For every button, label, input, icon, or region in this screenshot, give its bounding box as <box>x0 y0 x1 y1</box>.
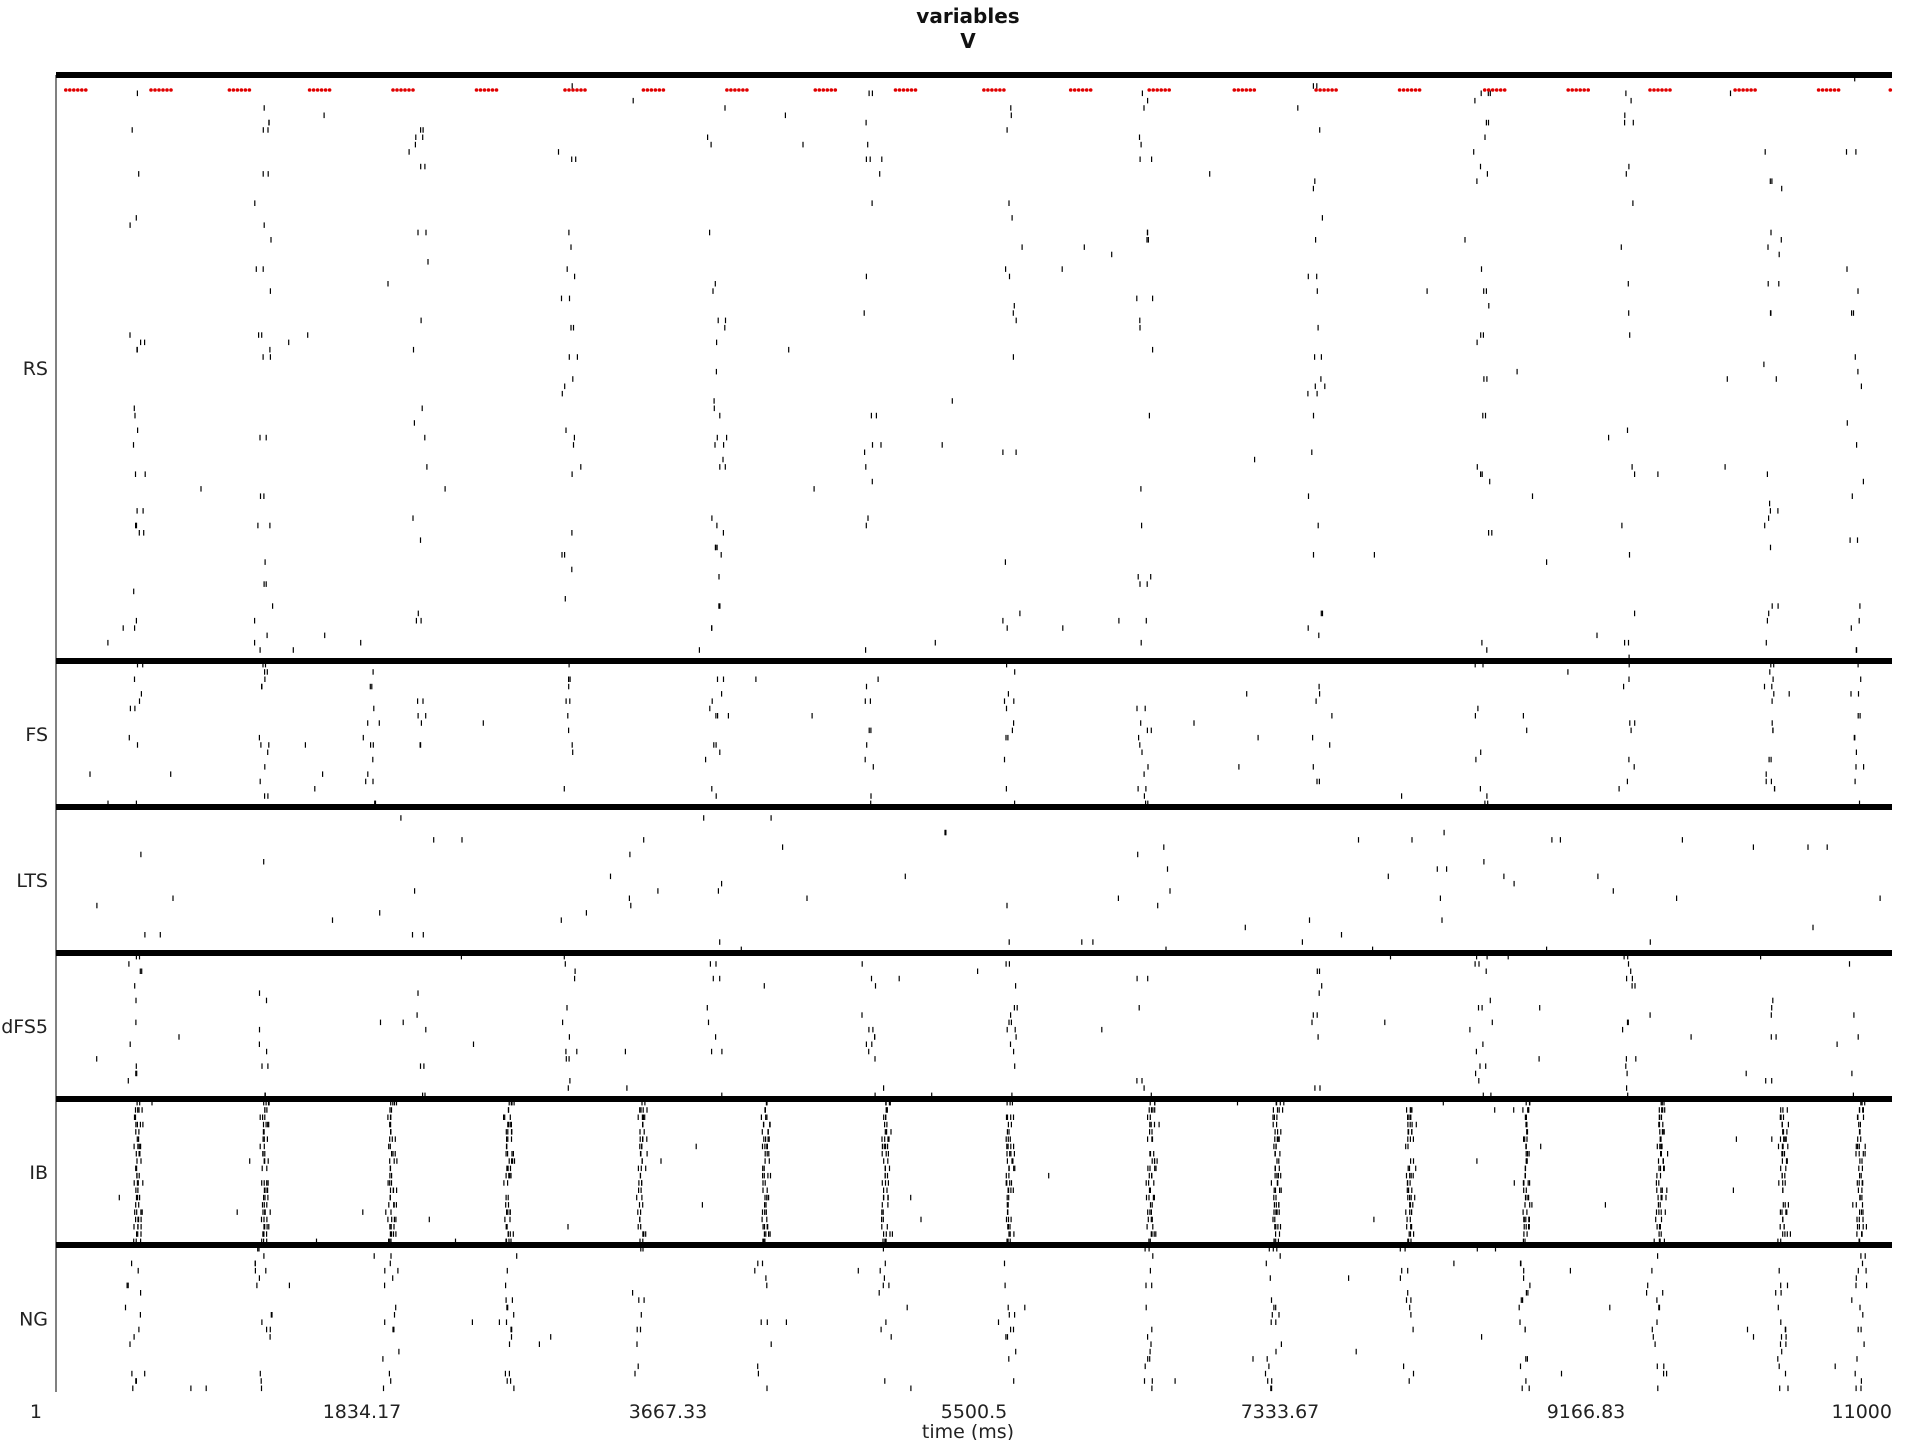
stimulus-marker <box>1232 88 1257 92</box>
population-label-RS: RS <box>23 358 48 380</box>
stimulus-marker <box>391 88 415 92</box>
plot-area <box>55 72 1893 1392</box>
stimulus-marker <box>641 88 666 92</box>
stimulus-marker <box>474 88 499 92</box>
x-tick-label: 11000 <box>1832 1401 1892 1423</box>
population-label-FS: FS <box>25 724 48 746</box>
x-tick-label: 1834.17 <box>323 1401 402 1423</box>
x-tick-label: 7333.67 <box>1241 1401 1320 1423</box>
spike-raster <box>89 75 1881 1392</box>
stimulus-marker <box>1816 88 1841 92</box>
population-label-IB: IB <box>29 1162 48 1184</box>
x-tick-labels: 1 1834.17 3667.33 5500.5 7333.67 9166.83 11000 <box>30 1401 1892 1423</box>
stimulus-marker <box>1482 88 1507 92</box>
stimulus-marker <box>1068 88 1093 92</box>
x-tick-label: 3667.33 <box>629 1401 708 1423</box>
stimulus-marker <box>64 88 88 92</box>
stimulus-marker <box>1648 88 1672 92</box>
stimulus-marker <box>563 88 587 92</box>
chart-title-line-1: variables <box>916 4 1019 28</box>
stimulus-markers <box>64 88 1893 92</box>
stimulus-marker <box>1733 88 1757 92</box>
stimulus-marker <box>725 88 749 92</box>
stimulus-marker <box>1566 88 1590 92</box>
stimulus-marker <box>1147 88 1171 92</box>
x-axis-label: time (ms) <box>922 1421 1014 1440</box>
x-tick-label: 5500.5 <box>941 1401 1007 1423</box>
stimulus-marker <box>893 88 918 92</box>
stimulus-marker <box>307 88 332 92</box>
stimulus-marker <box>1397 88 1422 92</box>
population-label-LTS: LTS <box>16 870 48 892</box>
population-label-dFS5: dFS5 <box>1 1016 48 1038</box>
stimulus-marker <box>1314 88 1338 92</box>
stimulus-marker <box>813 88 838 92</box>
x-tick-label: 1 <box>30 1401 42 1423</box>
stimulus-marker <box>149 88 173 92</box>
population-label-NG: NG <box>19 1309 48 1331</box>
stimulus-marker <box>227 88 252 92</box>
population-labels: RS FS LTS dFS5 IB NG <box>1 358 48 1331</box>
stimulus-marker <box>1888 88 1893 92</box>
population-dividers <box>56 72 1892 1248</box>
stimulus-marker <box>982 88 1006 92</box>
chart-title-line-2: V <box>960 29 976 53</box>
x-tick-label: 9166.83 <box>1547 1401 1626 1423</box>
